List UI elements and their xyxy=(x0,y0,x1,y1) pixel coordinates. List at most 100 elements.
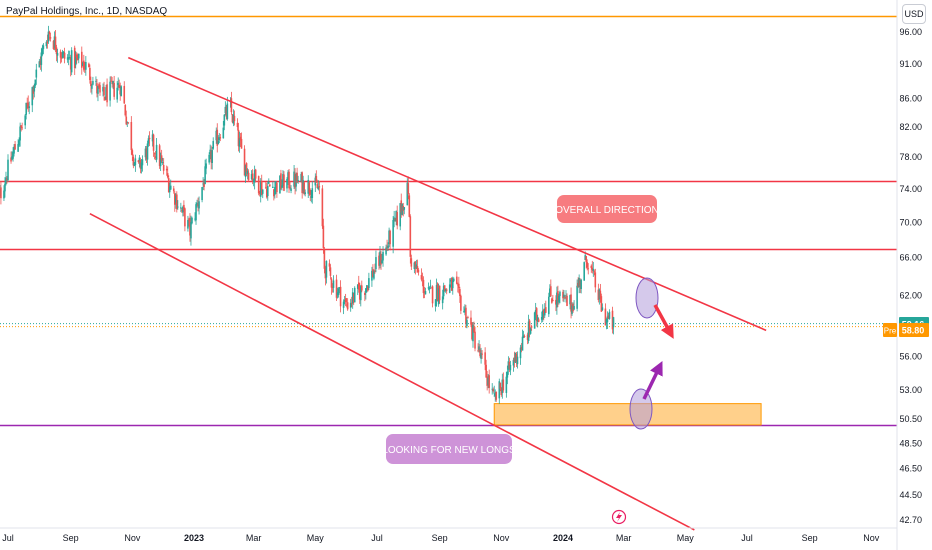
candle-body xyxy=(466,319,468,327)
candle-body xyxy=(416,265,419,273)
candle-body xyxy=(314,177,317,186)
y-tick-label: 86.00 xyxy=(899,93,922,103)
candle-body xyxy=(587,268,590,270)
candle-body xyxy=(13,146,15,154)
candle-body xyxy=(130,121,133,151)
demand-zone[interactable] xyxy=(493,403,762,426)
candle-body xyxy=(54,36,57,50)
candle-body xyxy=(526,334,529,340)
direction-marks[interactable] xyxy=(629,277,674,430)
candle-body xyxy=(351,292,354,304)
candle-body xyxy=(211,150,213,163)
y-tick-label: 91.00 xyxy=(899,59,922,69)
trendline-upper[interactable] xyxy=(127,56,767,332)
candle-body xyxy=(191,217,193,224)
up-arrow[interactable] xyxy=(642,360,663,400)
candle-body xyxy=(302,180,304,191)
candle-body xyxy=(480,352,482,359)
candle-body xyxy=(407,183,410,195)
candle-body xyxy=(103,86,105,96)
down-arrow[interactable] xyxy=(653,304,674,339)
upper-touch-ellipse[interactable] xyxy=(635,277,659,319)
candle-body xyxy=(117,83,119,85)
candle-body xyxy=(381,260,383,264)
candle-body xyxy=(32,88,35,94)
lightning-icon[interactable] xyxy=(611,509,627,525)
candle-body xyxy=(14,144,16,150)
candle-body xyxy=(102,86,104,92)
candle-body xyxy=(239,136,242,141)
candle-body xyxy=(34,79,37,86)
looking-for-longs-label-box[interactable] xyxy=(386,434,512,464)
candle-body xyxy=(516,356,519,365)
candle-body xyxy=(189,217,191,236)
y-tick-label: 46.50 xyxy=(899,464,922,474)
candle-body xyxy=(317,186,320,190)
currency-button[interactable]: USD xyxy=(902,4,926,24)
candle-body xyxy=(24,115,26,126)
candle-body xyxy=(232,114,235,124)
candle-body xyxy=(204,166,206,185)
candle-body xyxy=(530,326,533,328)
candle-body xyxy=(151,134,154,142)
candle-body xyxy=(509,364,512,371)
candle-body xyxy=(374,270,376,272)
candle-body xyxy=(557,290,559,301)
candle-body xyxy=(245,163,248,173)
candle-body xyxy=(161,162,164,164)
candle-body xyxy=(423,291,426,293)
candle-body xyxy=(543,308,546,316)
candle-body xyxy=(123,85,126,104)
candle-body xyxy=(556,292,558,308)
candle-body xyxy=(330,278,333,288)
candle-body xyxy=(552,299,554,302)
time-axis[interactable]: Jul Sep Nov 2023 Mar May Jul Sep Nov 2024 Mar May Ju… xyxy=(0,527,897,543)
candle-body xyxy=(127,122,130,124)
candle-body xyxy=(215,130,218,141)
candle-body xyxy=(134,158,137,166)
candle-body xyxy=(324,267,327,279)
candle-body xyxy=(604,308,607,326)
trendline-lower[interactable] xyxy=(89,213,695,531)
lower-touch-ellipse[interactable] xyxy=(629,388,653,430)
trend-channel[interactable] xyxy=(89,56,767,531)
candle-body xyxy=(484,352,486,365)
candle-body xyxy=(274,187,276,195)
candle-body xyxy=(247,172,250,181)
candle-body xyxy=(576,285,578,309)
candle-body xyxy=(344,298,347,303)
candle-body xyxy=(457,284,459,286)
demand-zone-box[interactable] xyxy=(493,403,762,426)
candle-body xyxy=(394,218,396,220)
price-axis[interactable]: 96.00 91.00 86.00 82.00 78.00 74.00 70.00 66.00… xyxy=(883,0,932,550)
x-tick-label: May xyxy=(307,533,325,543)
candle-body xyxy=(307,179,310,194)
candle-body xyxy=(31,87,34,106)
candle-body xyxy=(210,150,212,163)
candle-body xyxy=(175,196,177,203)
candle-body xyxy=(585,256,588,263)
candle-body xyxy=(458,283,460,289)
annotation-labels[interactable]: OVERALL DIRECTION LOOKING FOR NEW LONGS xyxy=(382,195,659,525)
candle-body xyxy=(222,127,225,139)
candle-body xyxy=(357,282,360,290)
candle-body xyxy=(162,164,165,171)
candle-body xyxy=(584,255,587,261)
candle-body xyxy=(240,138,243,149)
candle-body xyxy=(281,185,283,188)
candle-body xyxy=(28,106,31,108)
candle-body xyxy=(514,352,517,363)
candle-body xyxy=(126,121,129,123)
candle-body xyxy=(356,284,359,289)
candles xyxy=(0,25,615,404)
overall-direction-label-box[interactable] xyxy=(557,195,657,223)
candle-body xyxy=(286,178,288,189)
candle-body xyxy=(378,255,380,266)
candle-body xyxy=(542,309,545,314)
candle-body xyxy=(566,295,568,307)
candle-body xyxy=(336,292,339,296)
candle-body xyxy=(251,173,254,181)
candle-body xyxy=(147,138,150,144)
candle-body xyxy=(201,187,203,201)
